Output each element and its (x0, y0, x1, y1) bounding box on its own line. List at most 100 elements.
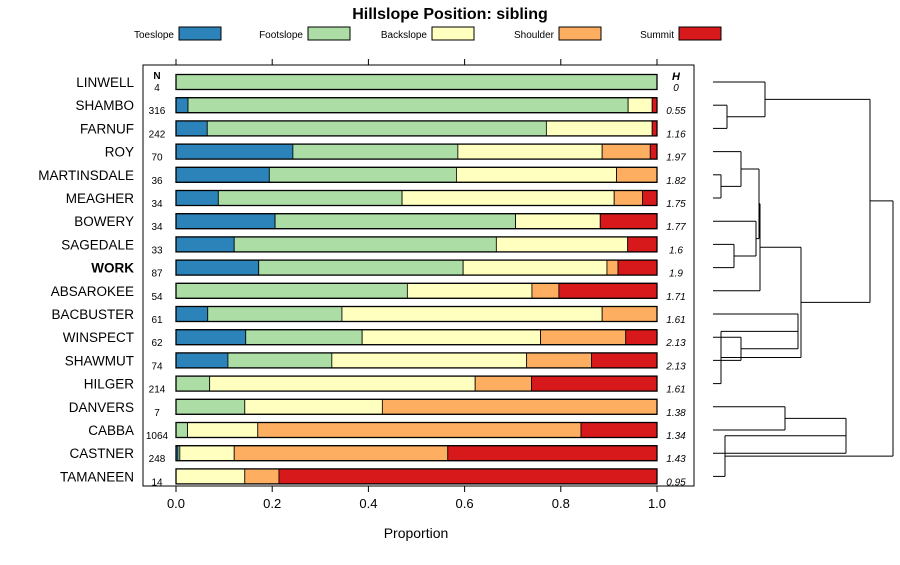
bar-outline-tamaneen (175, 468, 658, 485)
bar-segment-meagher-backslope (401, 190, 615, 206)
bar-segment-sagedale-footslope (233, 236, 497, 253)
bar-segment-martinsdale-shoulder (616, 166, 658, 183)
bar-segment-shambo-footslope (187, 97, 629, 114)
bar-outline-absarokee (175, 282, 658, 299)
row-n-martinsdale: 36 (151, 176, 163, 187)
x-axis-label: Proportion (384, 525, 449, 541)
bar-segment-sagedale-backslope (495, 236, 629, 253)
bar-segment-farnuf-footslope (206, 120, 547, 137)
bar-segment-work-summit (617, 259, 658, 276)
row-label-linwell: LINWELL (76, 75, 134, 90)
bar-segment-hilger-backslope (209, 375, 476, 392)
bar-segment-castner-summit (447, 445, 658, 462)
row-label-tamaneen: TAMANEEN (60, 469, 134, 484)
bar-segment-danvers-shoulder (381, 398, 658, 415)
bar-segment-winspect-backslope (361, 329, 541, 346)
bar-segment-bowery-backslope (515, 213, 601, 230)
bar-segment-work-backslope (462, 259, 608, 276)
bar-segment-farnuf-backslope (545, 120, 653, 137)
row-h-hilger: 1.61 (666, 385, 685, 396)
n-header: N (153, 71, 160, 82)
bar-segment-work-toeslope (175, 259, 260, 276)
bar-segment-castner-shoulder (233, 445, 449, 462)
row-n-work: 87 (151, 269, 163, 280)
x-axis: 0.0 0.2 0.4 0.6 0.8 1.0 (167, 59, 666, 511)
bar-segment-winspect-toeslope (175, 329, 247, 346)
dendrogram (713, 81, 894, 477)
row-n-roy: 70 (151, 153, 163, 164)
x-tick-label: 0.8 (552, 496, 570, 511)
row-label-hilger: HILGER (84, 377, 135, 392)
row-h-farnuf: 1.16 (666, 129, 686, 140)
bar-segment-bacbuster-backslope (341, 306, 603, 322)
bar-segment-martinsdale-footslope (268, 166, 457, 183)
legend-label-backslope: Backslope (381, 30, 428, 41)
bar-segment-winspect-shoulder (540, 329, 627, 346)
row-label-danvers: DANVERS (69, 400, 134, 415)
bar-segment-meagher-toeslope (175, 190, 219, 206)
bar-outline-sagedale (175, 236, 658, 253)
bar-segment-bacbuster-footslope (207, 306, 343, 322)
legend-swatch-toeslope (178, 26, 222, 41)
bar-segment-hilger-footslope (175, 375, 211, 392)
x-tick-label: 1.0 (648, 496, 666, 511)
bar-segment-castner-backslope (179, 445, 235, 462)
row-n-castner: 248 (149, 454, 166, 465)
row-label-bacbuster: BACBUSTER (51, 307, 134, 322)
bar-segment-absarokee-summit (558, 282, 658, 299)
row-h-roy: 1.97 (666, 153, 686, 164)
bar-segment-shawmut-summit (591, 352, 658, 369)
row-h-bowery: 1.77 (666, 222, 686, 233)
row-label-shawmut: SHAWMUT (65, 353, 134, 368)
bar-outline-shawmut (175, 352, 658, 369)
bar-outline-roy (175, 143, 658, 160)
row-h-bacbuster: 1.61 (666, 315, 685, 326)
bar-segment-sagedale-toeslope (175, 236, 235, 253)
bar-outline-linwell (175, 73, 658, 91)
row-n-absarokee: 54 (151, 292, 163, 303)
row-h-sagedale: 1.6 (669, 245, 683, 256)
row-n-linwell: 4 (154, 83, 160, 94)
row-n-bacbuster: 61 (151, 315, 163, 326)
row-label-farnuf: FARNUF (80, 121, 134, 136)
row-label-absarokee: ABSAROKEE (51, 284, 134, 299)
row-h-absarokee: 1.71 (666, 292, 685, 303)
x-tick-label: 0.4 (359, 496, 377, 511)
bar-outline-cabba (175, 421, 658, 439)
x-tick-label: 0.2 (263, 496, 281, 511)
legend-label-toeslope: Toeslope (134, 30, 174, 41)
row-n-hilger: 214 (149, 385, 166, 396)
row-n-meagher: 34 (151, 199, 163, 210)
bar-segment-shawmut-footslope (227, 352, 333, 369)
bar-outline-danvers (175, 398, 658, 415)
row-n-bowery: 34 (151, 222, 163, 233)
bar-outline-bowery (175, 213, 658, 230)
bar-outline-work (175, 259, 658, 276)
bar-segment-cabba-summit (580, 422, 658, 438)
row-h-castner: 1.43 (666, 454, 686, 465)
row-label-bowery: BOWERY (74, 214, 134, 229)
row-label-castner: CASTNER (69, 446, 134, 461)
h-header: H (672, 71, 681, 83)
bar-segment-meagher-summit (642, 190, 658, 206)
plot-panel (142, 64, 695, 487)
row-n-sagedale: 33 (151, 245, 163, 256)
legend-label-footslope: Footslope (259, 30, 303, 41)
bar-segment-cabba-shoulder (257, 422, 582, 438)
row-n-shawmut: 74 (151, 361, 163, 372)
bar-segment-shambo-summit (651, 97, 658, 114)
bar-segment-sagedale-summit (627, 236, 658, 253)
chart-title: Hillslope Position: sibling (352, 6, 548, 23)
bar-segment-absarokee-backslope (406, 282, 533, 299)
bar-segment-farnuf-toeslope (175, 120, 208, 137)
row-label-meagher: MEAGHER (66, 191, 135, 206)
bar-segment-cabba-footslope (175, 422, 188, 438)
row-h-work: 1.9 (669, 269, 683, 280)
row-h-winspect: 2.13 (665, 338, 686, 349)
bar-segment-cabba-backslope (187, 422, 259, 438)
bar-segment-shawmut-shoulder (526, 352, 592, 369)
bar-segment-tamaneen-shoulder (244, 468, 280, 485)
row-label-shambo: SHAMBO (75, 98, 134, 113)
bar-segment-danvers-backslope (244, 398, 383, 415)
